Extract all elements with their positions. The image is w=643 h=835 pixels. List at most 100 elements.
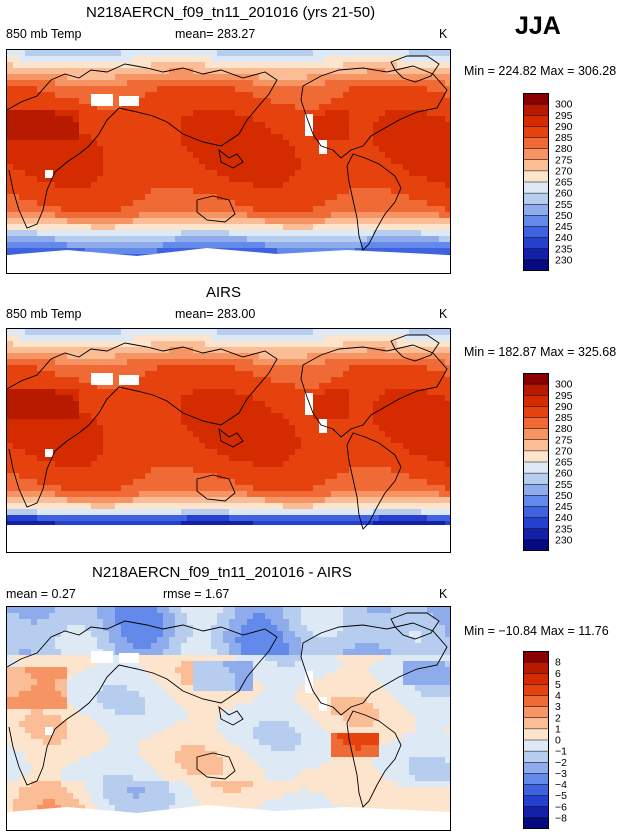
panel-3-rmse: rmse = 1.67 [163,587,230,601]
colorbar-tick-label: 5 [555,679,561,691]
colorbar-swatch [523,784,549,796]
panel-1-minmax: Min = 224.82 Max = 306.28 [464,64,617,78]
colorbar-tick-label: 285 [555,412,573,424]
colorbar-swatch [523,539,549,552]
colorbar-swatch [523,259,549,272]
colorbar-tick-label: 230 [555,534,573,546]
colorbar-tick-label: 290 [555,401,573,413]
panel-1-colorbar: 300 295 290 285 280 275 270 265 260 255 250 245 240 2… [523,93,613,272]
panel-3-map [6,606,451,831]
colorbar-swatch [523,506,549,518]
colorbar-tick-label: 265 [555,457,573,469]
colorbar-swatch [523,204,549,216]
colorbar-tick-label: −3 [555,768,567,780]
colorbar-tick-label: 235 [555,243,573,255]
panel-2-mean: mean= 283.00 [175,307,256,321]
colorbar-swatch [523,93,549,105]
panel-2-colorbar: 300 295 290 285 280 275 270 265 260 255 250 245 240 2… [523,373,613,552]
season-label: JJA [515,12,561,40]
colorbar-swatch [523,517,549,530]
panel-2-map [6,328,451,553]
colorbar-swatch [523,137,549,149]
colorbar-tick-label: 0 [555,735,561,747]
colorbar-swatch [523,159,549,172]
colorbar-tick-label: −4 [555,779,567,791]
panel-2-variable: 850 mb Temp [6,307,82,321]
colorbar-swatch [523,651,549,663]
colorbar-swatch [523,428,549,441]
colorbar-swatch [523,126,549,138]
colorbar-tick-label: 280 [555,143,573,155]
colorbar-swatch [523,684,549,696]
colorbar-swatch [523,395,549,407]
panel-3-title: N218AERCN_f09_tn11_201016 - AIRS [92,564,352,581]
colorbar-tick-label: 1 [555,723,561,735]
colorbar-tick-label: 235 [555,523,573,535]
colorbar-swatch [523,450,549,463]
colorbar-tick-label: −6 [555,801,567,813]
colorbar-tick-label: 2 [555,712,561,724]
colorbar-swatch [523,751,549,763]
panel-3-minmax: Min = −10.84 Max = 11.76 [464,624,609,638]
colorbar-swatch [523,193,549,205]
colorbar-swatch [523,417,549,429]
colorbar-tick-label: 4 [555,690,561,702]
panel-2-title: AIRS [206,284,242,301]
panel-3-colorbar: 8 6 5 4 3 2 1 0 −1 −2 −3 −4 −5 −6 −8 [523,651,613,830]
colorbar-tick-label: 240 [555,232,573,244]
colorbar-swatch [523,773,549,785]
colorbar-swatch [523,170,549,183]
colorbar-swatch [523,148,549,161]
colorbar-tick-label: 265 [555,177,573,189]
colorbar-tick-label: −1 [555,746,567,758]
colorbar-tick-label: 270 [555,445,573,457]
colorbar-swatch [523,695,549,707]
colorbar-swatch [523,373,549,385]
colorbar-tick-label: 260 [555,468,573,480]
colorbar-swatch [523,528,549,541]
colorbar-tick-label: −5 [555,790,567,802]
panel-2-units: K [439,307,448,321]
colorbar-swatch [523,237,549,250]
colorbar-tick-label: 245 [555,501,573,513]
colorbar-tick-label: 300 [555,379,573,391]
colorbar-swatch [523,484,549,496]
colorbar-swatch [523,104,549,116]
colorbar-swatch [523,673,549,685]
colorbar-tick-label: 3 [555,701,561,713]
colorbar-swatch [523,115,549,127]
panel-3-mean: mean = 0.27 [6,587,76,601]
colorbar-swatch [523,495,549,507]
colorbar-swatch [523,248,549,261]
colorbar-swatch [523,182,549,194]
panel-1-title: N218AERCN_f09_tn11_201016 (yrs 21-50) [86,4,376,21]
panel-1-units: K [439,27,448,41]
colorbar-swatch [523,662,549,674]
colorbar-tick-label: 255 [555,479,573,491]
colorbar-tick-label: 6 [555,668,561,680]
colorbar-tick-label: 295 [555,110,573,122]
colorbar-tick-label: 285 [555,132,573,144]
panel-1-map [6,49,451,274]
colorbar-swatch [523,762,549,774]
colorbar-tick-label: 275 [555,154,573,166]
colorbar-swatch [523,473,549,485]
colorbar-tick-label: 295 [555,390,573,402]
colorbar-swatch [523,226,549,238]
colorbar-tick-label: 290 [555,121,573,133]
colorbar-swatch [523,215,549,227]
panel-1-mean: mean= 283.27 [175,27,256,41]
colorbar-swatch [523,817,549,830]
colorbar-tick-label: 245 [555,221,573,233]
panel-1-variable: 850 mb Temp [6,27,82,41]
colorbar-tick-label: 270 [555,165,573,177]
colorbar-tick-label: 240 [555,512,573,524]
colorbar-tick-label: 280 [555,423,573,435]
colorbar-tick-label: 260 [555,188,573,200]
colorbar-swatch [523,439,549,452]
colorbar-swatch [523,795,549,808]
colorbar-swatch [523,462,549,474]
colorbar-swatch [523,717,549,730]
colorbar-swatch [523,806,549,819]
colorbar-tick-label: 250 [555,210,573,222]
